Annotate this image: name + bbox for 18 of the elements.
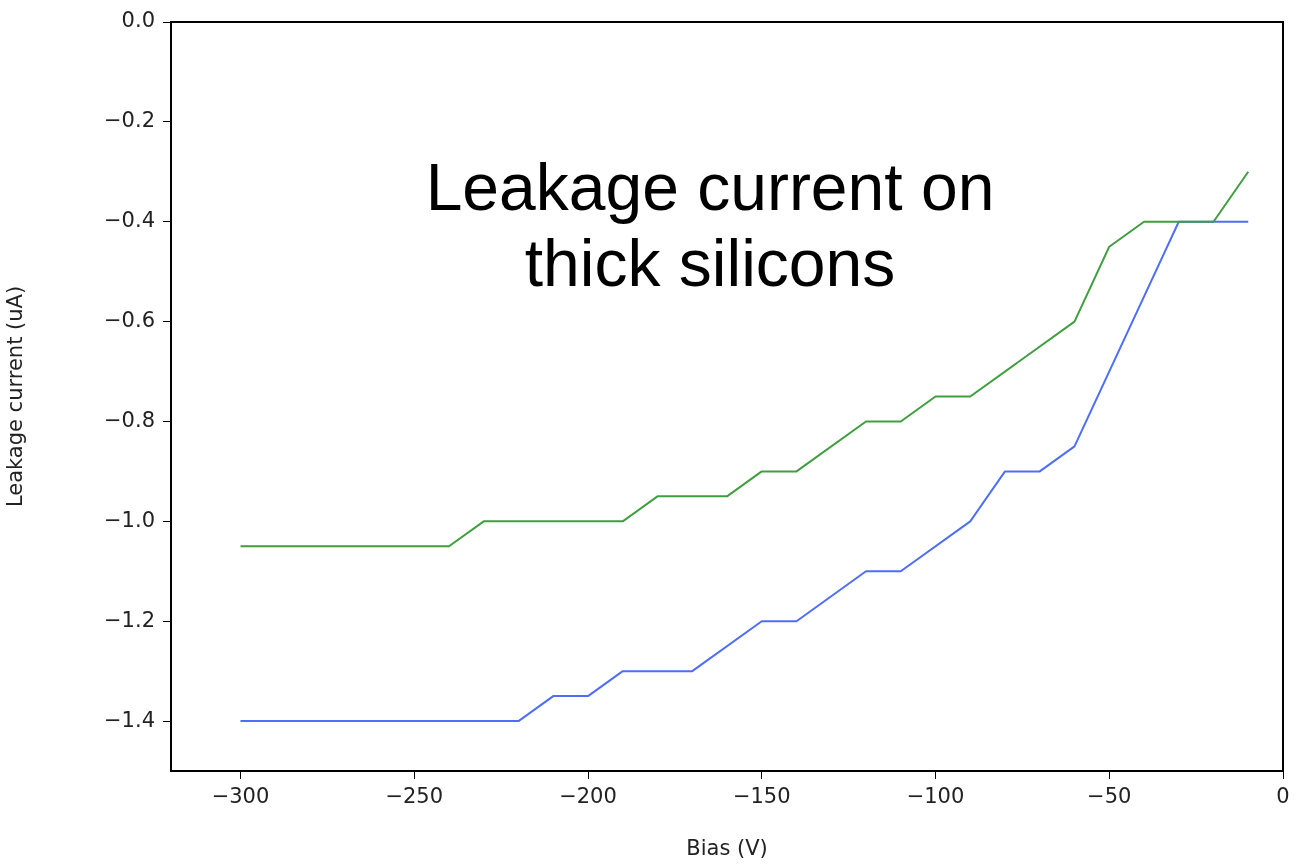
y-tick-label: −0.6 (104, 308, 155, 333)
x-tick-label: −150 (732, 784, 791, 809)
x-tick-label: −100 (906, 784, 965, 809)
y-tick-label: −0.2 (104, 108, 155, 133)
y-tick-label: −1.4 (104, 707, 155, 732)
x-tick-label: −250 (385, 784, 444, 809)
x-tick-label: −300 (211, 784, 270, 809)
y-axis-title: Leakage current (uA) (3, 285, 28, 508)
x-axis-title: Bias (V) (686, 835, 768, 860)
y-tick-label: −0.8 (104, 407, 155, 432)
x-tick-label: −50 (1087, 784, 1132, 809)
annotation: Leakage current on thick silicons (424, 150, 996, 302)
y-tick-label: −1.2 (104, 607, 155, 632)
y-tick-label: −1.0 (104, 507, 155, 532)
y-tick-label: −0.4 (104, 208, 155, 233)
x-tick-label: 0 (1276, 784, 1290, 809)
y-tick-label: 0.0 (121, 8, 155, 33)
x-tick-label: −200 (559, 784, 617, 809)
